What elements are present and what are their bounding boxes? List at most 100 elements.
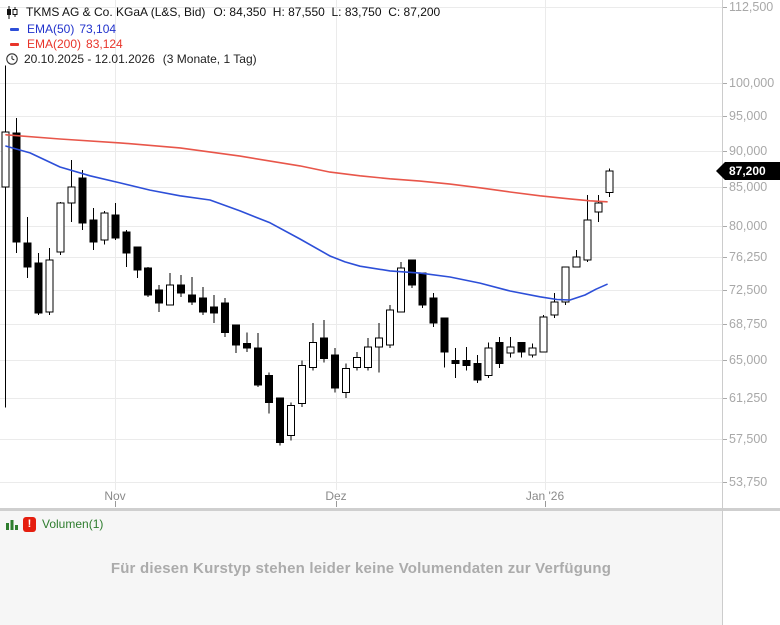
- volume-label: Volumen(1): [42, 517, 104, 531]
- candle-body: [341, 367, 350, 393]
- candle-body: [319, 337, 328, 359]
- ema200-swatch: [10, 42, 19, 46]
- candle-body: [133, 246, 142, 271]
- candle-body: [276, 397, 284, 444]
- y-axis-label: 57,500: [729, 432, 768, 446]
- candle-body: [221, 302, 230, 333]
- ema50-line: [5, 145, 608, 301]
- ema200-value: 83,124: [86, 37, 123, 51]
- candle-body: [199, 297, 208, 313]
- candle-body: [243, 342, 252, 349]
- candle-body: [34, 262, 43, 314]
- candle-body: [286, 404, 295, 436]
- y-axis-label: 85,000: [729, 180, 768, 194]
- ohlc-values: O: 84,350 H: 87,550 L: 83,750 C: 87,200: [213, 5, 441, 19]
- candle-body: [265, 374, 274, 403]
- candle-body: [100, 212, 109, 241]
- candle-body: [506, 346, 515, 354]
- ema50-legend[interactable]: EMA(50) 73,104: [6, 22, 116, 36]
- axis-line: [722, 0, 723, 625]
- ema200-line: [5, 134, 608, 203]
- y-axis-label: 53,750: [729, 475, 768, 489]
- candle-body: [429, 297, 438, 324]
- candle-body: [297, 364, 306, 404]
- panel-separator: [0, 508, 780, 511]
- y-axis-label: 95,000: [729, 109, 768, 123]
- clock-icon: [6, 53, 18, 65]
- candle-body: [385, 309, 394, 346]
- instrument-row: TKMS AG & Co. KGaA (L&S, Bid) O: 84,350 H…: [6, 5, 440, 19]
- candle-body: [550, 301, 559, 316]
- candle-body: [78, 177, 87, 224]
- x-axis-label: Nov: [104, 489, 126, 503]
- candle-body: [396, 267, 405, 313]
- candle-body: [363, 346, 372, 368]
- candle-body: [517, 341, 526, 353]
- candle-body: [144, 267, 153, 296]
- candle-body: [177, 284, 186, 294]
- price-chart[interactable]: [0, 0, 780, 508]
- volume-bars-icon: [6, 519, 18, 530]
- y-axis-label: 100,000: [729, 76, 775, 90]
- y-axis-label: 72,500: [729, 283, 768, 297]
- candle-body: [539, 316, 548, 353]
- candlestick-icon: [7, 5, 18, 19]
- candle-body: [484, 347, 493, 376]
- candle-body: [330, 354, 339, 389]
- candle-body: [473, 362, 482, 381]
- y-axis-label: 61,250: [729, 391, 768, 405]
- candle-body: [462, 359, 471, 366]
- candle-body: [122, 231, 131, 254]
- last-price-tag: 87,200: [716, 162, 780, 180]
- ema50-label: EMA(50): [27, 22, 75, 36]
- candle-body: [451, 359, 460, 364]
- candle-body: [45, 259, 54, 313]
- candle-body: [308, 341, 317, 368]
- candle-body: [12, 132, 21, 243]
- candle-body: [605, 170, 614, 193]
- volume-indicator-row[interactable]: ! Volumen(1): [6, 514, 103, 534]
- candle-body: [495, 341, 504, 364]
- candle-body: [89, 219, 98, 243]
- candle-body: [67, 186, 76, 204]
- y-axis-label: 68,750: [729, 317, 768, 331]
- x-axis-label: Jan '26: [525, 489, 565, 503]
- candle-body: [374, 337, 383, 348]
- error-badge: !: [23, 516, 36, 532]
- ema200-label: EMA(200): [27, 37, 82, 51]
- candle-body: [352, 356, 361, 368]
- candle-body: [111, 214, 120, 239]
- candle-body: [155, 289, 164, 304]
- date-range-row: 20.10.2025 - 12.01.2026 (3 Monate, 1 Tag): [6, 52, 257, 66]
- y-axis-label: 65,000: [729, 353, 768, 367]
- y-axis-label: 80,000: [729, 219, 768, 233]
- candle-body: [23, 242, 32, 268]
- x-axis-label: Dez: [325, 489, 347, 503]
- y-axis-label: 90,000: [729, 144, 768, 158]
- candle-body: [210, 306, 219, 314]
- no-volume-message: Für diesen Kurstyp stehen leider keine V…: [110, 559, 612, 577]
- ema50-swatch: [10, 27, 19, 31]
- date-range: 20.10.2025 - 12.01.2026: [24, 52, 155, 66]
- candle-body: [572, 256, 581, 268]
- y-axis-label: 76,250: [729, 250, 768, 264]
- volume-panel: ! Volumen(1) Für diesen Kurstyp stehen l…: [0, 511, 722, 625]
- candle-body: [232, 324, 241, 346]
- candle-body: [418, 272, 427, 306]
- period: (3 Monate, 1 Tag): [162, 52, 257, 66]
- candle-body: [1, 131, 10, 188]
- ema200-legend[interactable]: EMA(200) 83,124: [6, 37, 123, 51]
- candle-body: [583, 219, 592, 261]
- candle-body: [440, 317, 449, 353]
- candle-body: [254, 347, 263, 386]
- y-axis-label: 112,500: [729, 0, 774, 14]
- candle-body: [166, 284, 175, 306]
- candle-body: [56, 202, 65, 253]
- instrument-title: TKMS AG & Co. KGaA (L&S, Bid): [26, 5, 206, 19]
- candle-body: [188, 294, 197, 303]
- ema50-value: 73,104: [79, 22, 117, 36]
- candle-body: [594, 202, 603, 213]
- last-price-value: 87,200: [729, 164, 766, 178]
- candle-body: [528, 347, 537, 356]
